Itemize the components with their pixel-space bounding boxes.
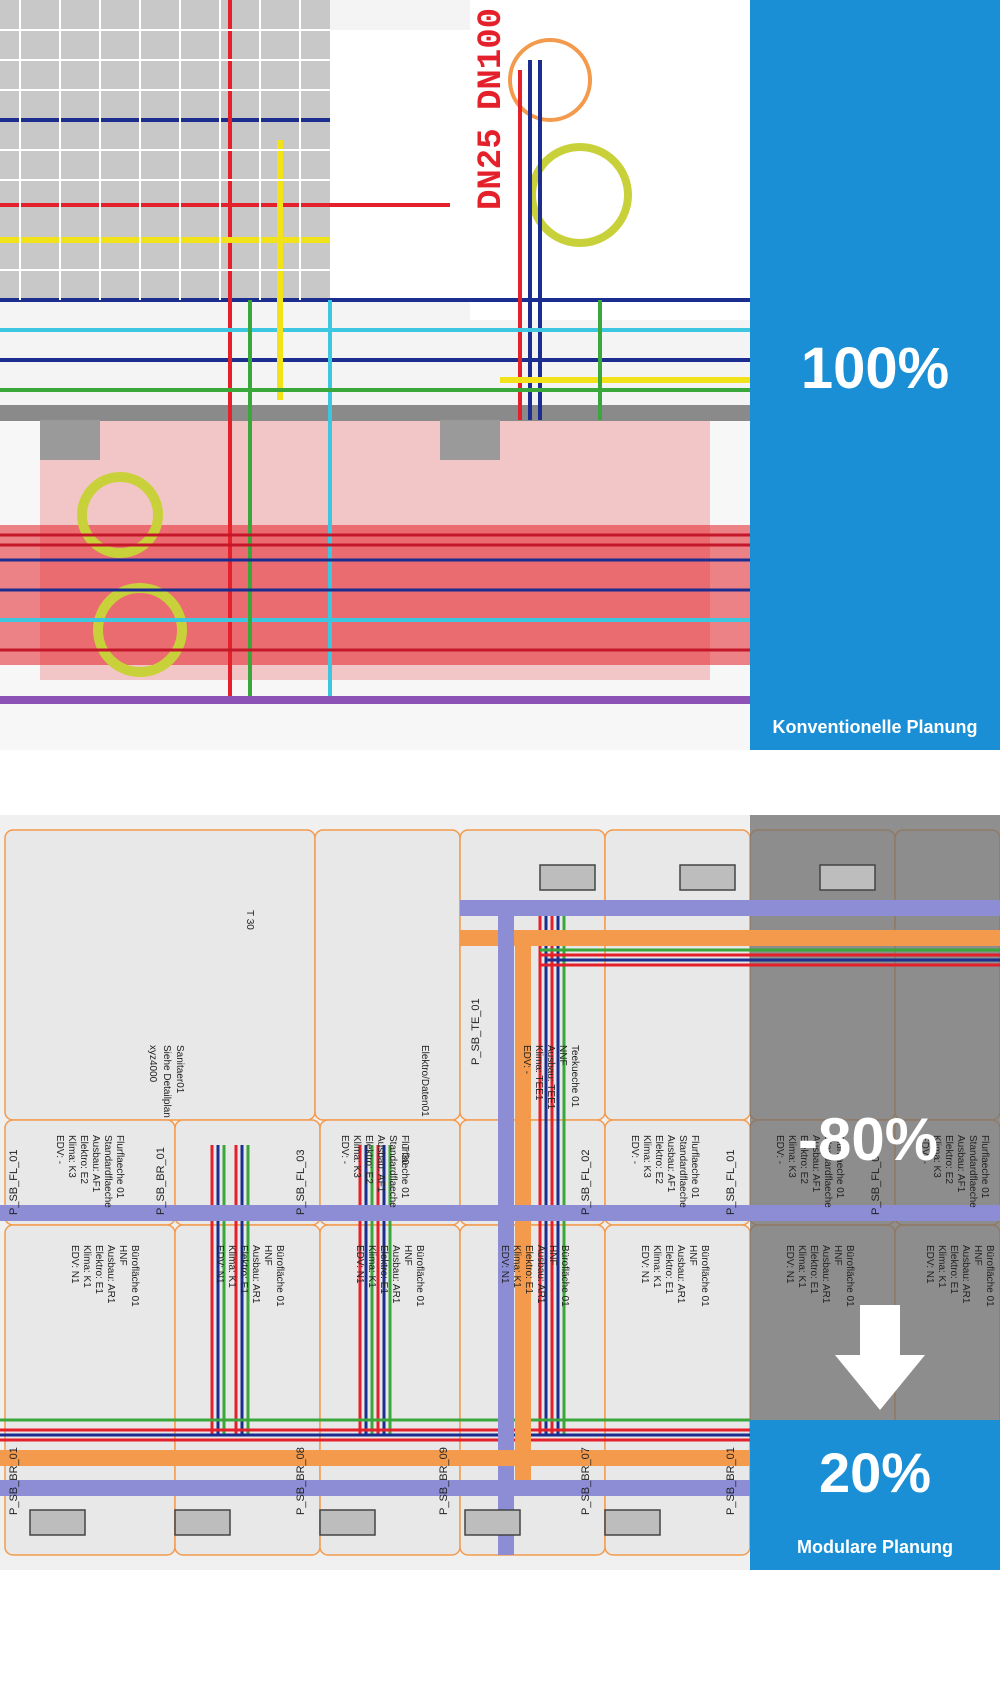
room-text: Flurflaeche 01 Standardflaeche Ausbau: A… — [339, 1135, 410, 1208]
room-id: P_SB_BR_01 — [155, 1147, 167, 1215]
room-text: Flurflaeche 01 Standardflaeche Ausbau: A… — [629, 1135, 700, 1208]
pipe-circle — [77, 472, 163, 558]
conventional-plan-drawing: DN25 DN100 — [0, 0, 750, 750]
purple-duct — [0, 1205, 1000, 1221]
unit-box — [679, 864, 736, 891]
red-line — [540, 953, 1000, 967]
unit-box — [319, 1509, 376, 1536]
green-pipe — [0, 300, 750, 700]
room-text: Flurflaeche 01 Standardflaeche Ausbau: A… — [54, 1135, 125, 1208]
room-id: P_SB_BR_01 — [725, 1447, 737, 1515]
grey-block — [440, 420, 500, 460]
module-cell — [314, 829, 461, 1121]
unit-box — [174, 1509, 231, 1536]
navy-pipe — [0, 118, 750, 362]
navy-line — [216, 1145, 386, 1435]
navy-pipe — [528, 60, 542, 420]
top-label: xyz4000 — [147, 1045, 158, 1083]
modular-plan-drawing: Sanitaer01 Siehe Detailplan xyz4000 Elek… — [0, 815, 1000, 1570]
cyan-pipe — [0, 300, 750, 700]
room-text: Bürofläche 01 HNF Ausbau: AR1 Elektro: E… — [639, 1245, 710, 1307]
modular-label: Modulare Planung — [796, 1537, 953, 1557]
conventional-percent: 100% — [800, 336, 950, 401]
room-text: Teekueche 01 NNF Ausbau: TEE1 Klima: TEE… — [521, 1045, 580, 1110]
unit-box — [604, 1509, 661, 1536]
top-label: Sanitaer01 — [174, 1045, 185, 1094]
mark: T 30 — [244, 910, 255, 930]
room-text: Bürofläche 01 HNF Ausbau: AR1 Elektro: E… — [69, 1245, 140, 1307]
reduction-label: -80% — [798, 1106, 939, 1173]
purple-duct — [460, 900, 1000, 916]
red-line — [0, 1428, 750, 1442]
room-id: P_SB_FL_01 — [725, 1149, 737, 1215]
room-id: P_SB_BR_08 — [295, 1447, 307, 1515]
purple-duct — [498, 915, 514, 1555]
white-room — [330, 30, 470, 300]
room-text: Bürofläche 01 HNF Ausbau: AR1 Elektro: E… — [214, 1245, 285, 1307]
pipe-circle — [508, 38, 592, 122]
orange-duct — [460, 930, 1000, 946]
unit-box — [29, 1509, 86, 1536]
pipe-dimension-label: DN100 — [473, 8, 511, 110]
room-text: Bürofläche 01 HNF Ausbau: AR1 Elektro: E… — [354, 1245, 425, 1307]
top-label: Elektro/Daten01 — [419, 1045, 430, 1117]
conventional-plan-svg: DN25 DN100 — [0, 0, 750, 750]
modular-summary-box: 20% Modulare Planung — [750, 1420, 1000, 1570]
unit-box — [539, 864, 596, 891]
room-id: P_SB_FL_03 — [295, 1149, 307, 1215]
unit-box — [819, 864, 876, 891]
room-id: P_SB_FL_02 — [580, 1149, 592, 1215]
navy-line — [544, 910, 560, 1435]
green-line — [222, 1145, 392, 1435]
conventional-summary-box: 100% Konventionelle Planung — [750, 0, 1000, 750]
red-line — [210, 1145, 380, 1435]
room-id: P_SB_BR_09 — [438, 1447, 450, 1515]
orange-duct — [0, 1450, 750, 1466]
room-id: P_SB_TE_01 — [470, 998, 482, 1065]
grey-block — [40, 420, 100, 460]
room-id: P_SB_BR_07 — [580, 1447, 592, 1515]
red-line — [538, 910, 554, 1435]
room-text: Bürofläche 01 HNF Ausbau: AR1 Elektro: E… — [499, 1245, 570, 1307]
room-text: Bürofläche 01 HNF Ausbau: AR1 Elektro: E… — [784, 1245, 855, 1307]
pipe-circle — [93, 583, 187, 677]
unit-box — [464, 1509, 521, 1536]
top-label: Siehe Detailplan — [161, 1045, 172, 1118]
navy-pipe — [0, 558, 750, 592]
pipe-dimension-label: DN25 — [473, 128, 511, 210]
red-pipe — [0, 0, 522, 700]
modular-percent: 20% — [818, 1441, 932, 1504]
conventional-label: Konventionelle Planung — [772, 717, 978, 737]
room-id: P_SB_BR_01 — [8, 1447, 20, 1515]
grey-wall — [0, 405, 750, 421]
down-arrow — [835, 1305, 925, 1410]
modular-plan-svg — [0, 815, 1000, 1556]
room-id: P_SB_FL_01 — [8, 1149, 20, 1215]
room-text: Bürofläche 01 HNF Ausbau: AR1 Elektro: E… — [924, 1245, 995, 1307]
purple-duct — [0, 1480, 750, 1496]
